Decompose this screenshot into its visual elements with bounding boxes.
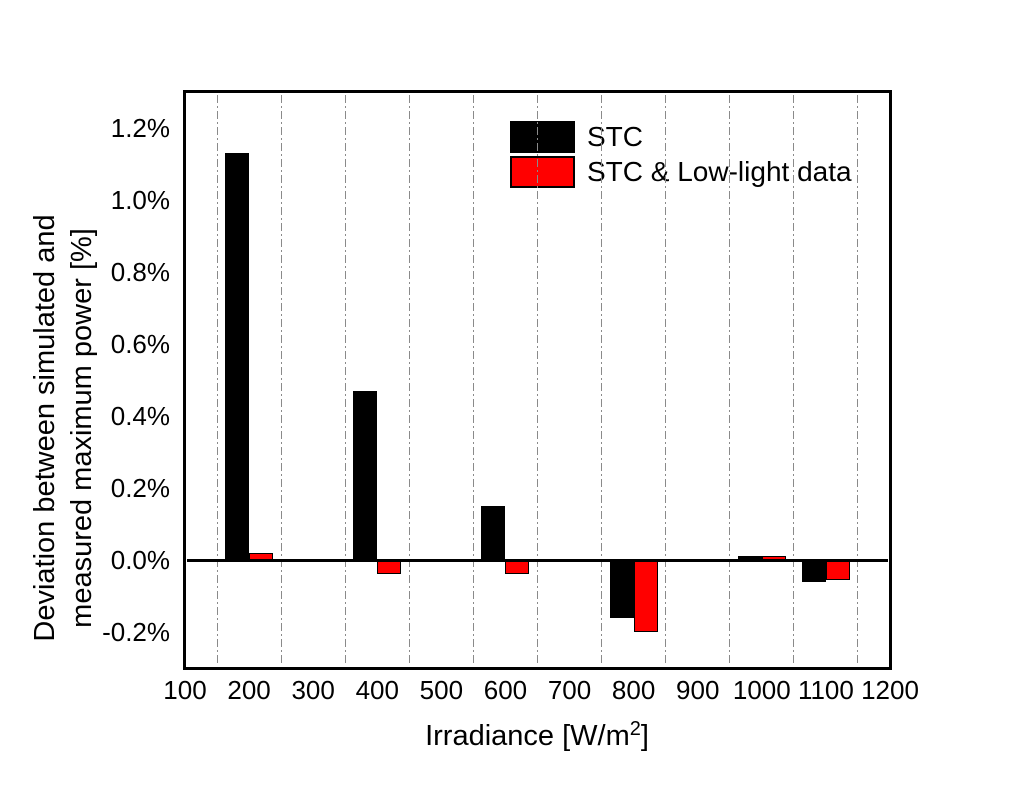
x-tick-label-300: 300: [291, 675, 335, 705]
gridline-vertical-650: [537, 95, 538, 665]
y-tick-label-0.4%: 0.4%: [110, 401, 170, 431]
x-axis-title-sup: 2: [629, 718, 641, 740]
bar-stc-400: [353, 390, 378, 560]
gridline-vertical-850: [665, 95, 667, 665]
x-tick-label-400: 400: [355, 675, 399, 705]
bar-stc-800: [609, 560, 634, 618]
bar-stc-lowlight-600: [505, 560, 530, 575]
gridline-vertical-150: [216, 95, 218, 665]
x-tick-label-600: 600: [483, 675, 528, 705]
x-axis-title-pre: Irradiance [W/m: [425, 720, 630, 752]
bar-stc-lowlight-800: [633, 560, 658, 632]
bar-stc-200: [225, 153, 250, 560]
bar-stc-lowlight-1100: [825, 560, 850, 580]
x-axis-title-post: ]: [640, 720, 649, 752]
y-tick-label-0.0%: 0.0%: [110, 545, 170, 575]
legend-label-stc-lowlight: STC & Low-light data: [587, 156, 852, 187]
x-axis-title: Irradiance [W/m2]: [425, 718, 649, 753]
x-tick-label-100: 100: [163, 675, 207, 705]
y-tick-label--0.2%: -0.2%: [102, 617, 170, 647]
x-tick-label-700: 700: [547, 675, 592, 705]
legend: STC STC & Low-light data: [510, 121, 852, 192]
y-tick-label-1.0%: 1.0%: [110, 185, 170, 215]
y-tick-label-0.6%: 0.6%: [110, 329, 170, 359]
legend-label-stc: STC: [587, 121, 643, 152]
bar-stc-600: [481, 506, 506, 560]
gridline-vertical-250: [280, 95, 282, 665]
x-tick-label-500: 500: [419, 675, 464, 705]
bar-stc-lowlight-400: [377, 560, 402, 575]
x-tick-label-1000: 1000: [732, 675, 791, 705]
zero-line: [187, 558, 888, 562]
bar-stc-1100: [801, 560, 826, 582]
x-tick-label-200: 200: [227, 675, 271, 705]
gridline-vertical-350: [344, 95, 346, 665]
x-tick-label-1200: 1200: [861, 675, 919, 705]
gridline-vertical-450: [408, 95, 410, 665]
gridline-vertical-1150: [857, 95, 859, 665]
x-tick-label-900: 900: [676, 675, 720, 705]
legend-swatch-stc: [510, 121, 575, 153]
y-tick-label-0.2%: 0.2%: [110, 473, 170, 503]
legend-row-stc: STC: [510, 121, 852, 153]
legend-swatch-stc-lowlight: [510, 156, 575, 188]
x-tick-label-1100: 1100: [797, 675, 854, 705]
y-axis-title-line-1: Deviation between simulated and: [29, 214, 61, 642]
gridline-vertical-750: [601, 95, 603, 665]
plot-area-border: [183, 90, 892, 670]
gridline-vertical-950: [729, 95, 731, 665]
x-tick-label-800: 800: [611, 675, 656, 705]
legend-row-stc-lowlight: STC & Low-light data: [510, 156, 852, 188]
y-tick-label-1.2%: 1.2%: [110, 113, 170, 143]
gridline-vertical-550: [472, 95, 474, 665]
y-tick-label-0.8%: 0.8%: [110, 257, 170, 287]
gridline-vertical-1050: [793, 95, 795, 665]
